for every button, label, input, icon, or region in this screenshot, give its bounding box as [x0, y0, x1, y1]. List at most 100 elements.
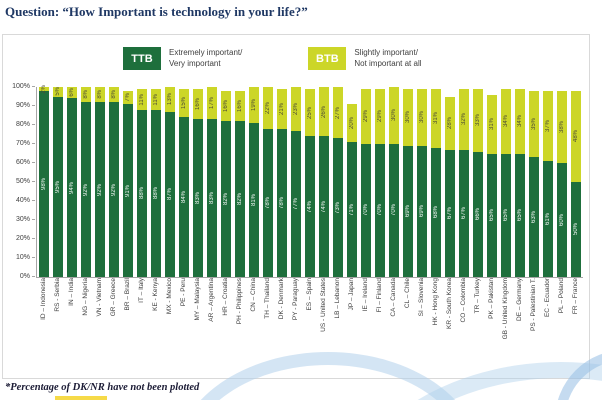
x-axis-label-text: PH - Philippines [235, 278, 243, 325]
footnote: *Percentage of DK/NR have not been plott… [5, 382, 200, 393]
bar-column: 27% 73% [333, 87, 343, 277]
btb-segment: 33% [473, 88, 483, 152]
legend-item-ttb: TTB Extremely important/ Very important [123, 47, 242, 70]
ttb-segment-label: 94% [69, 181, 75, 194]
x-axis-label: MX - Mexico [162, 278, 176, 376]
bar-column: 34% 65% [515, 87, 525, 277]
ttb-segment-label: 71% [349, 203, 355, 216]
x-axis-label: HR – Croatia [218, 278, 232, 376]
ttb-segment: 81% [249, 123, 259, 277]
bar-column: 5% 95% [53, 87, 63, 277]
bar-column: 38% 60% [557, 87, 567, 277]
ttb-legend-line2: Very important [169, 58, 221, 68]
x-axis-label: PE - Peru [176, 278, 190, 376]
btb-segment: 27% [333, 87, 343, 139]
x-axis-label-text: RS - Serbia [53, 278, 61, 312]
ttb-segment-label: 78% [265, 196, 271, 209]
y-axis-tick-mark [32, 86, 35, 87]
chart-frame: TTB Extremely important/ Very important … [2, 34, 590, 379]
bar-column: 11% 88% [151, 87, 161, 277]
btb-segment: 8% [109, 87, 119, 103]
btb-segment-label: 29% [363, 110, 369, 123]
x-axis-label-text: LB – Lebanon [333, 278, 341, 319]
x-axis-label-text: JP – Japan [347, 278, 355, 311]
y-axis-tick: 70% [16, 140, 35, 147]
btb-segment-label: 16% [223, 100, 229, 113]
ttb-segment: 91% [123, 104, 133, 277]
ttb-segment-label: 83% [195, 192, 201, 205]
watermark-strip [55, 396, 107, 400]
bar-column: 25% 74% [305, 87, 315, 277]
ttb-segment-label: 95% [55, 180, 61, 193]
ttb-segment-label: 82% [237, 193, 243, 206]
ttb-segment: 74% [305, 136, 315, 277]
ttb-segment: 82% [221, 121, 231, 277]
btb-segment-label: 22% [265, 101, 271, 114]
y-axis-tick-mark [32, 143, 35, 144]
x-axis-label-text: IN – India [67, 278, 75, 306]
x-axis-label-text: PK – Pakistan [487, 278, 495, 319]
y-axis: 100% 90% 80% 70% 60% 50% 40% 30% 20% 10% 0% [5, 83, 35, 280]
ttb-segment: 78% [263, 128, 273, 277]
btb-segment-label: 30% [405, 111, 411, 124]
y-axis-tick: 30% [16, 216, 35, 223]
y-axis-tick-label: 0% [19, 273, 30, 280]
ttb-segment: 83% [207, 119, 217, 277]
ttb-segment-label: 67% [461, 207, 467, 220]
btb-segment: 6% [67, 87, 77, 99]
x-axis-label: SI – Slovenia [414, 278, 428, 376]
bar-column: 22% 78% [263, 87, 273, 277]
ttb-segment-label: 63% [531, 211, 537, 224]
y-axis-tick-label: 20% [15, 235, 30, 242]
ttb-segment: 74% [319, 136, 329, 277]
btb-legend-line2: Not important at all [354, 58, 422, 68]
ttb-segment-label: 74% [321, 200, 327, 213]
btb-segment-label: 16% [237, 100, 243, 113]
ttb-segment-label: 69% [405, 205, 411, 218]
ttb-segment-label: 65% [517, 209, 523, 222]
x-axis-label-text: CN – China [249, 278, 257, 312]
btb-segment-label: 26% [321, 105, 327, 118]
btb-segment-label: 17% [209, 97, 215, 110]
y-axis-tick-label: 10% [15, 254, 30, 261]
bar-column: 26% 74% [319, 87, 329, 277]
x-axis-label-text: SI – Slovenia [417, 278, 425, 317]
x-axis-label: VN - Vietnam [92, 278, 106, 376]
btb-segment-label: 48% [573, 130, 579, 143]
ttb-segment-label: 69% [419, 205, 425, 218]
ttb-segment: 94% [67, 98, 77, 277]
btb-segment-label: 11% [139, 93, 145, 106]
btb-segment-label: 37% [545, 119, 551, 132]
y-axis-tick-label: 80% [15, 121, 30, 128]
x-axis-label-text: ID – Indonesia [39, 278, 47, 320]
x-axis-label: RS - Serbia [50, 278, 64, 376]
bar-column: 31% 68% [431, 87, 441, 277]
ttb-segment-label: 91% [125, 184, 131, 197]
x-axis-label-text: PY - Paraguay [291, 278, 299, 321]
bar-column: 13% 87% [165, 87, 175, 277]
btb-segment: 2% [39, 85, 49, 93]
ttb-segment: 92% [95, 102, 105, 277]
ttb-segment: 84% [179, 117, 189, 277]
ttb-segment: 98% [39, 90, 49, 277]
bar-column: 30% 70% [389, 87, 399, 277]
x-axis-label-text: PS - Palestinian T. [529, 278, 537, 331]
btb-segment-label: 30% [419, 111, 425, 124]
x-axis-label-text: TR – Turkey [473, 278, 481, 314]
x-axis-label-text: PL – Poland [557, 278, 565, 314]
btb-segment: 29% [375, 88, 385, 144]
legend: TTB Extremely important/ Very important … [123, 47, 422, 70]
x-axis-label: IN – India [64, 278, 78, 376]
btb-segment-label: 19% [251, 99, 257, 112]
x-axis-label: HK - Hong Kong [428, 278, 442, 376]
ttb-segment-label: 70% [391, 204, 397, 217]
ttb-segment-label: 65% [503, 209, 509, 222]
ttb-segment-label: 73% [335, 201, 341, 214]
ttb-segment: 70% [361, 144, 371, 277]
ttb-segment: 88% [151, 109, 161, 277]
bar-column: 2% 98% [39, 85, 49, 277]
ttb-legend-line1: Extremely important/ [169, 48, 243, 58]
y-axis-tick-mark [32, 219, 35, 220]
y-axis-tick: 100% [12, 83, 35, 90]
x-axis-label: CN – China [246, 278, 260, 376]
